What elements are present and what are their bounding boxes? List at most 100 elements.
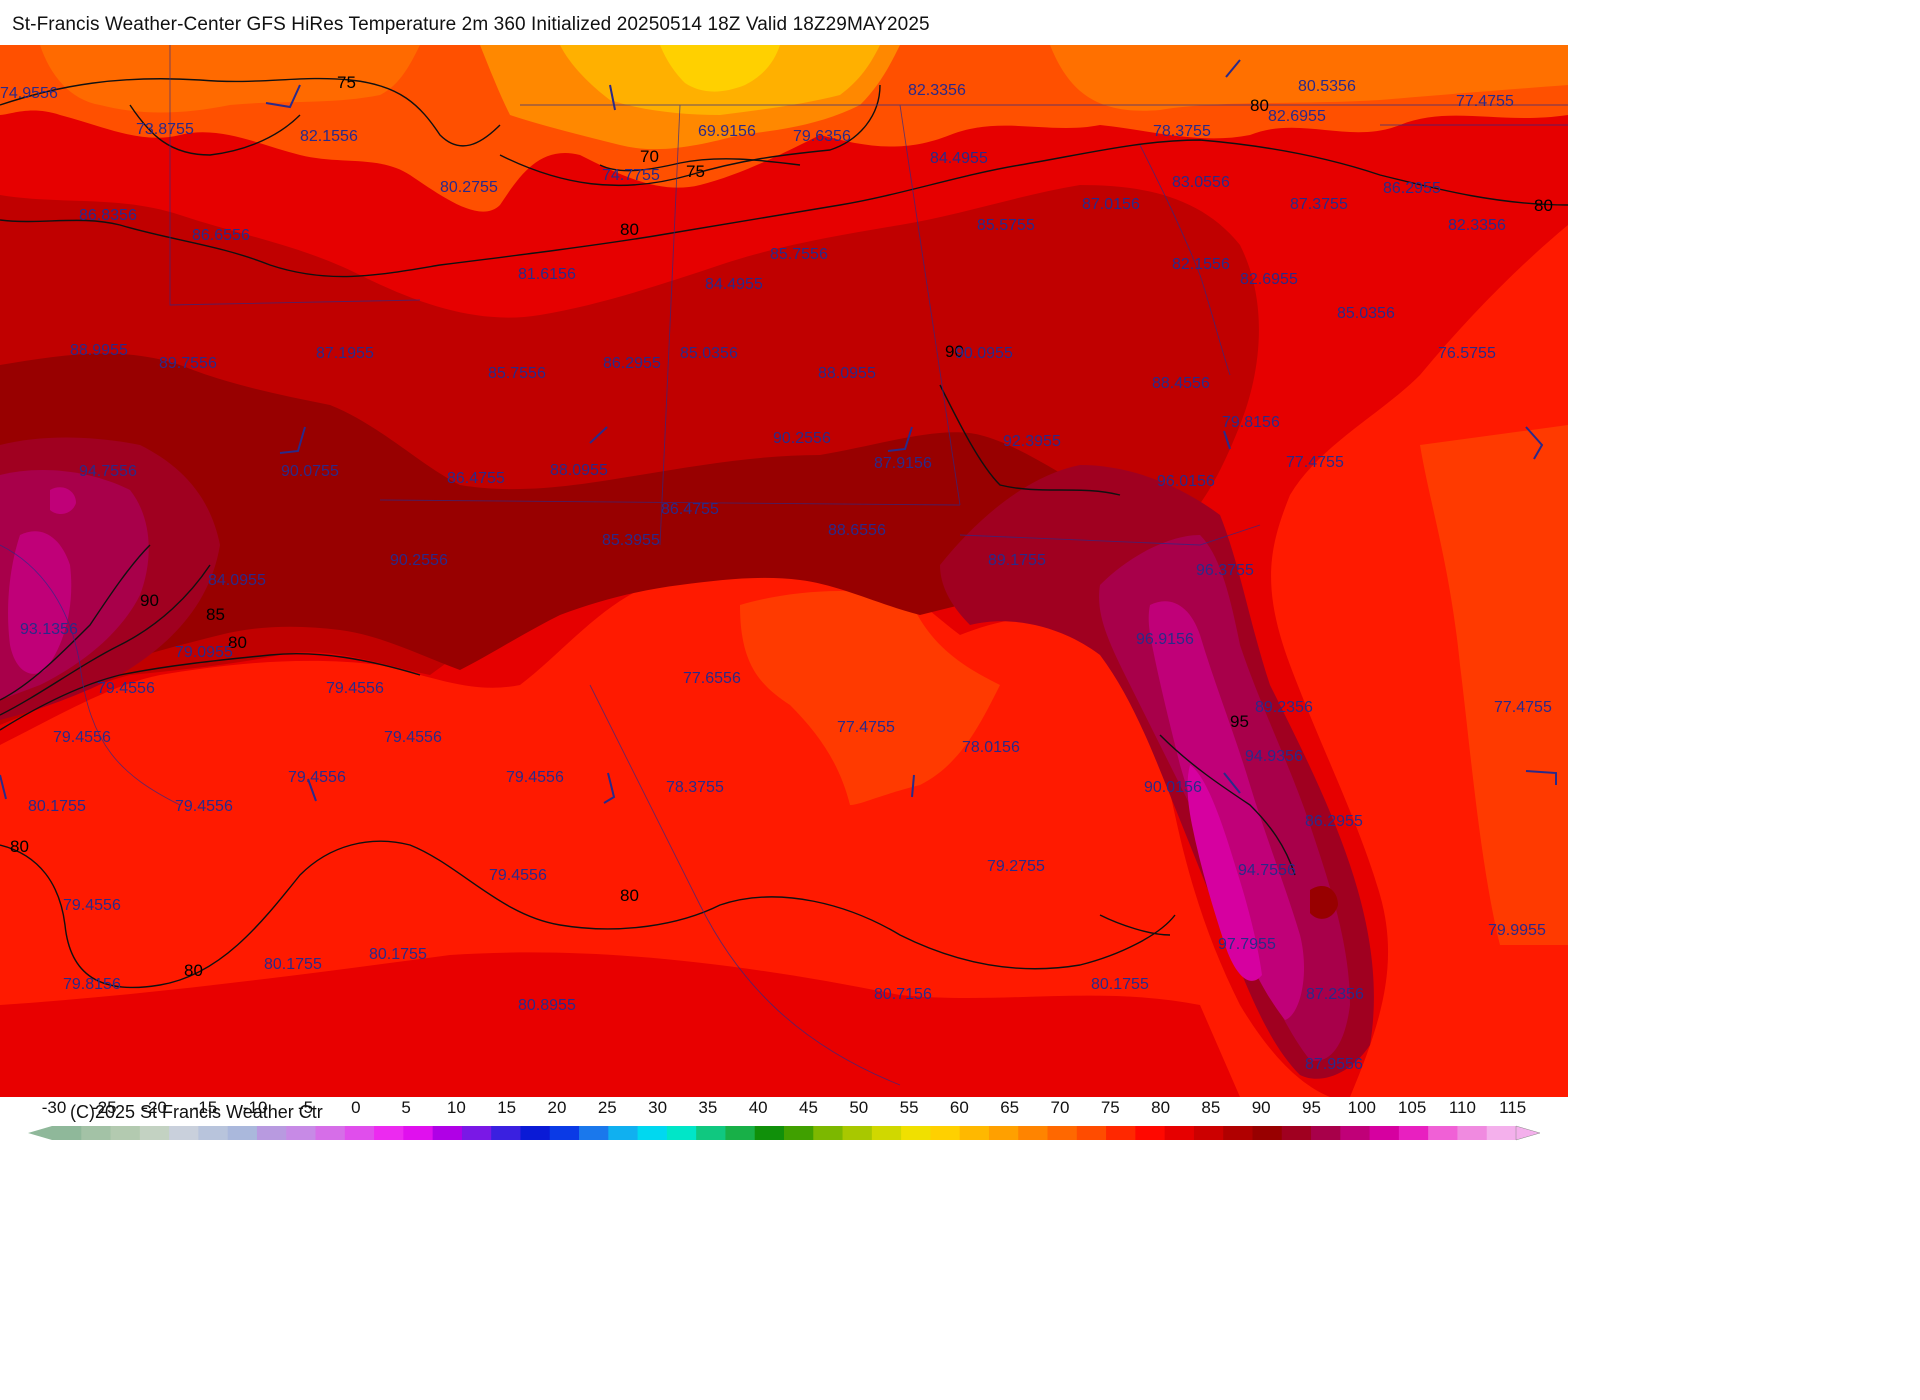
station-value: 94.7556 — [1238, 862, 1296, 879]
florida-magenta-zone — [1148, 601, 1305, 1020]
colorbar-tick-label: 35 — [698, 1098, 718, 1117]
colorbar-swatch — [1398, 1126, 1429, 1140]
colorbar-tick-label: 90 — [1251, 1098, 1271, 1117]
colorbar-tick-label: 60 — [949, 1098, 969, 1117]
colorbar-swatch — [666, 1126, 697, 1140]
colorbar-tick-label: 80 — [1151, 1098, 1171, 1117]
station-value: 79.2755 — [987, 858, 1045, 875]
station-value: 82.1556 — [300, 128, 358, 145]
station-value: 80.2755 — [440, 179, 498, 196]
colorbar-swatch — [403, 1126, 434, 1140]
north-east-orange — [1050, 45, 1568, 111]
contour-label: 85 — [206, 605, 225, 624]
station-value: 79.4556 — [506, 769, 564, 786]
colorbar-swatch — [1223, 1126, 1253, 1140]
colorbar-high-arrow — [1515, 1125, 1541, 1141]
interior-maroon — [0, 353, 1180, 705]
station-value: 96.3755 — [1196, 562, 1254, 579]
texas-small-spot — [50, 487, 76, 515]
contour-label: 80 — [1534, 196, 1553, 215]
colorbar-tick-label: 20 — [547, 1098, 567, 1117]
colorbar-tick-label: 115 — [1499, 1098, 1527, 1117]
station-value: 73.8755 — [136, 121, 194, 138]
colorbar-tick-label: -25 — [92, 1098, 117, 1117]
contour-label: 90 — [140, 591, 159, 610]
station-value: 86.2955 — [1305, 813, 1363, 830]
colorbar-swatch — [139, 1126, 170, 1140]
contour-label: 80 — [620, 220, 639, 239]
station-value: 86.6556 — [192, 227, 250, 244]
colorbar-swatch — [198, 1126, 229, 1140]
colorbar-tick-label: 50 — [849, 1098, 869, 1117]
colorbar-tick-label: -5 — [297, 1098, 314, 1117]
colorbar-tick-label: -30 — [41, 1098, 67, 1117]
station-value: 96.0156 — [1157, 473, 1215, 490]
station-value: 84.4955 — [930, 150, 988, 167]
north-yellow-center — [660, 45, 780, 92]
colorbar-swatch — [1252, 1126, 1283, 1140]
station-value: 77.4755 — [837, 719, 895, 736]
station-value: 87.9556 — [1305, 1056, 1363, 1073]
station-value: 88.9955 — [70, 342, 128, 359]
station-value: 96.9156 — [1136, 631, 1194, 648]
station-value: 83.0556 — [1172, 174, 1230, 191]
station-value: 80.1755 — [1091, 976, 1149, 993]
colorbar-swatch — [930, 1126, 961, 1140]
colorbar-tick-label: 0 — [351, 1098, 361, 1117]
station-value: 78.3755 — [1153, 123, 1211, 140]
station-value: 86.4755 — [661, 501, 719, 518]
station-value: 80.8955 — [518, 997, 576, 1014]
colorbar-tick-label: 95 — [1302, 1098, 1321, 1117]
colorbar-tick-label: 75 — [1100, 1098, 1120, 1117]
colorbar-swatch — [461, 1126, 492, 1140]
contour-label: 80 — [10, 837, 29, 856]
colorbar-swatch — [813, 1126, 844, 1140]
gulf-of-mexico — [0, 555, 1330, 1097]
colorbar-swatch — [988, 1126, 1019, 1140]
station-value: 74.9556 — [0, 85, 58, 102]
colorbar-swatch — [1018, 1126, 1049, 1140]
station-value: 86.2955 — [603, 355, 661, 372]
temperature-map: 75 70 75 80 80 80 90 90 85 80 80 95 80 8… — [0, 45, 1568, 1097]
station-value: 92.3955 — [1003, 433, 1061, 450]
contour-label: 75 — [686, 162, 705, 181]
station-value: 90.0755 — [281, 463, 339, 480]
station-value: 86.8356 — [79, 207, 137, 224]
station-value: 77.4755 — [1286, 454, 1344, 471]
colorbar-tick-label: 30 — [648, 1098, 668, 1117]
station-value: 79.8156 — [1222, 414, 1280, 431]
station-value: 79.4556 — [63, 897, 121, 914]
station-value: 78.0156 — [962, 739, 1020, 756]
station-value: 87.0156 — [1082, 196, 1140, 213]
station-value: 94.9356 — [1245, 748, 1303, 765]
colorbar-swatch — [1193, 1126, 1224, 1140]
station-value: 77.4755 — [1456, 93, 1514, 110]
station-value: 80.7156 — [874, 986, 932, 1003]
colorbar-tick-label: 10 — [446, 1098, 466, 1117]
colorbar-swatch — [901, 1126, 931, 1140]
colorbar-swatch — [520, 1126, 551, 1140]
copyright-text: (C)2025 St Francis Weather Ctr — [70, 1102, 323, 1122]
station-value: 82.1556 — [1172, 256, 1230, 273]
station-value: 90.2556 — [390, 552, 448, 569]
colorbar-swatch — [1457, 1126, 1488, 1140]
colorbar-swatch — [579, 1126, 609, 1140]
station-value: 89.1755 — [988, 552, 1046, 569]
colorbar-swatch — [725, 1126, 756, 1140]
colorbar-tick-label: 105 — [1397, 1098, 1427, 1117]
station-value: 93.1356 — [20, 621, 78, 638]
colorbar-swatch — [637, 1126, 668, 1140]
station-value: 79.4556 — [489, 867, 547, 884]
station-value: 77.4755 — [1494, 699, 1552, 716]
contour-labels: 75 70 75 80 80 80 90 90 85 80 80 95 80 8… — [10, 73, 1553, 980]
station-value: 79.4556 — [326, 680, 384, 697]
station-value: 80.1755 — [28, 798, 86, 815]
station-value: 79.4556 — [53, 729, 111, 746]
colorbar-tick-label: 15 — [497, 1098, 517, 1117]
colorbar-swatch — [1135, 1126, 1166, 1140]
colorbar-swatch — [315, 1126, 346, 1140]
wind-barbs — [0, 59, 1557, 804]
colorbar-swatch — [1311, 1126, 1341, 1140]
colorbar-swatch — [227, 1126, 258, 1140]
station-value: 79.4556 — [97, 680, 155, 697]
